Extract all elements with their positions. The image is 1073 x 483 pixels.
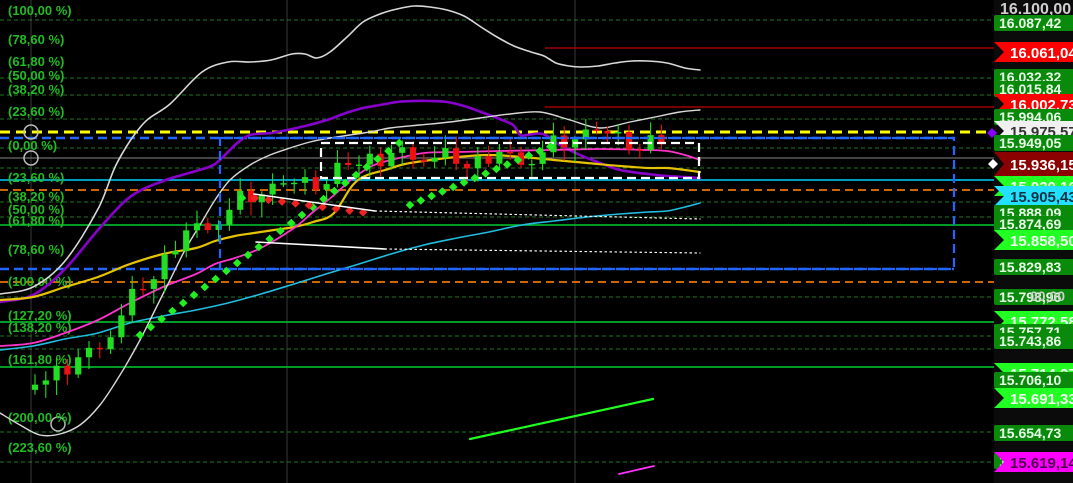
svg-text:(138,20 %): (138,20 %) <box>8 320 72 335</box>
svg-text:(100,00 %): (100,00 %) <box>8 3 72 18</box>
svg-text:(23,60 %): (23,60 %) <box>8 104 64 119</box>
svg-text:(78,60 %): (78,60 %) <box>8 242 64 257</box>
svg-text:(100,00 %): (100,00 %) <box>8 274 72 289</box>
svg-text:15.619,14: 15.619,14 <box>1010 455 1073 472</box>
svg-text:(38,20 %): (38,20 %) <box>8 82 64 97</box>
svg-text:15.743,86: 15.743,86 <box>999 333 1061 349</box>
svg-text:(0,00 %): (0,00 %) <box>8 138 57 153</box>
svg-text:00,00: 00,00 <box>1030 288 1065 304</box>
svg-text:(50,00 %): (50,00 %) <box>8 68 64 83</box>
svg-text:15.858,50: 15.858,50 <box>1010 233 1073 250</box>
svg-text:(223,60 %): (223,60 %) <box>8 440 72 455</box>
svg-text:15.691,33: 15.691,33 <box>1010 391 1073 408</box>
svg-text:16.061,04: 16.061,04 <box>1010 45 1073 62</box>
svg-text:(161,80 %): (161,80 %) <box>8 352 72 367</box>
svg-text:15.874,69: 15.874,69 <box>999 216 1061 232</box>
svg-text:(200,00 %): (200,00 %) <box>8 410 72 425</box>
svg-text:(61,80 %): (61,80 %) <box>8 54 64 69</box>
svg-text:15.936,15: 15.936,15 <box>1010 157 1073 174</box>
svg-text:(78,60 %): (78,60 %) <box>8 32 64 47</box>
svg-text:16.087,42: 16.087,42 <box>999 15 1061 31</box>
svg-text:(61,80 %): (61,80 %) <box>8 213 64 228</box>
svg-text:15.829,83: 15.829,83 <box>999 259 1061 275</box>
svg-text:15.654,73: 15.654,73 <box>999 425 1061 441</box>
svg-text:15.949,05: 15.949,05 <box>999 135 1061 151</box>
svg-text:15.905,43: 15.905,43 <box>1010 189 1073 206</box>
svg-text:15.706,10: 15.706,10 <box>999 372 1061 388</box>
svg-text:(23,60 %): (23,60 %) <box>8 170 64 185</box>
